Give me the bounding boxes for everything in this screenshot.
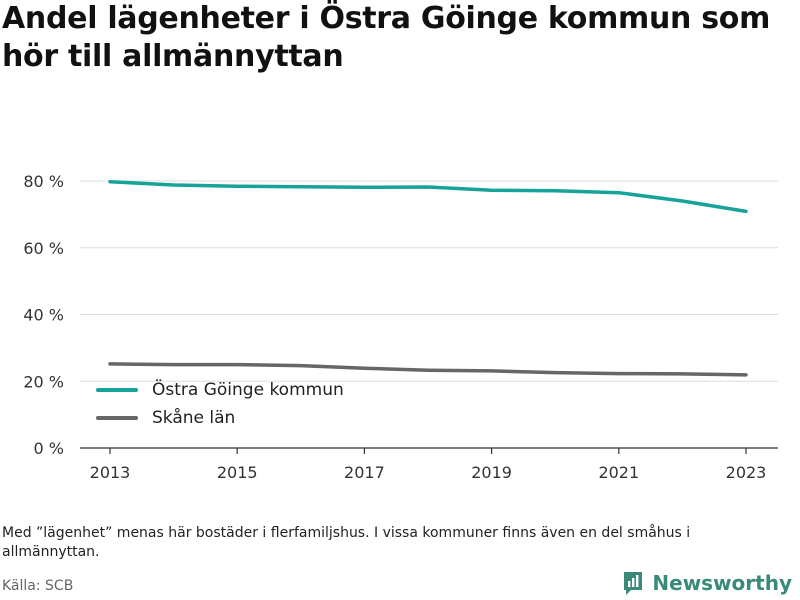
y-tick-label: 40 % (23, 306, 64, 325)
series-line-kommun (108, 179, 748, 214)
x-tick-label: 2017 (344, 463, 385, 482)
legend-swatch-lan (96, 416, 138, 420)
legend-item-lan[interactable]: Skåne län (96, 404, 344, 432)
series-line-lan (108, 362, 748, 377)
brand-name: Newsworthy (652, 571, 792, 595)
legend-label-kommun: Östra Göinge kommun (152, 380, 344, 400)
newsworthy-logo-icon (624, 572, 643, 595)
legend-label-lan: Skåne län (152, 408, 236, 428)
x-tick-label: 2021 (598, 463, 639, 482)
series-lines (108, 179, 748, 377)
y-tick-label: 0 % (34, 439, 64, 458)
y-tick-label: 80 % (23, 172, 64, 191)
y-tick-label: 60 % (23, 239, 64, 258)
x-axis: 2013 2015 2017 2019 2021 2023 (80, 447, 778, 482)
legend-swatch-kommun (96, 388, 138, 392)
grid-lines (80, 180, 778, 382)
legend: Östra Göinge kommun Skåne län (96, 376, 344, 432)
y-tick-label: 20 % (23, 372, 64, 391)
legend-item-kommun[interactable]: Östra Göinge kommun (96, 376, 344, 404)
source-label: Källa: SCB (2, 578, 74, 594)
footnote: Med ”lägenhet” menas här bostäder i fler… (2, 525, 691, 560)
x-tick-label: 2015 (217, 463, 258, 482)
y-axis-ticks: 0 % 20 % 40 % 60 % 80 % (23, 172, 64, 458)
chart-title: Andel lägenheter i Östra Göinge kommun s… (2, 1, 771, 74)
x-tick-label: 2019 (471, 463, 512, 482)
x-tick-label: 2023 (726, 463, 767, 482)
x-tick-label: 2013 (90, 463, 131, 482)
brand[interactable]: Newsworthy (622, 570, 792, 596)
